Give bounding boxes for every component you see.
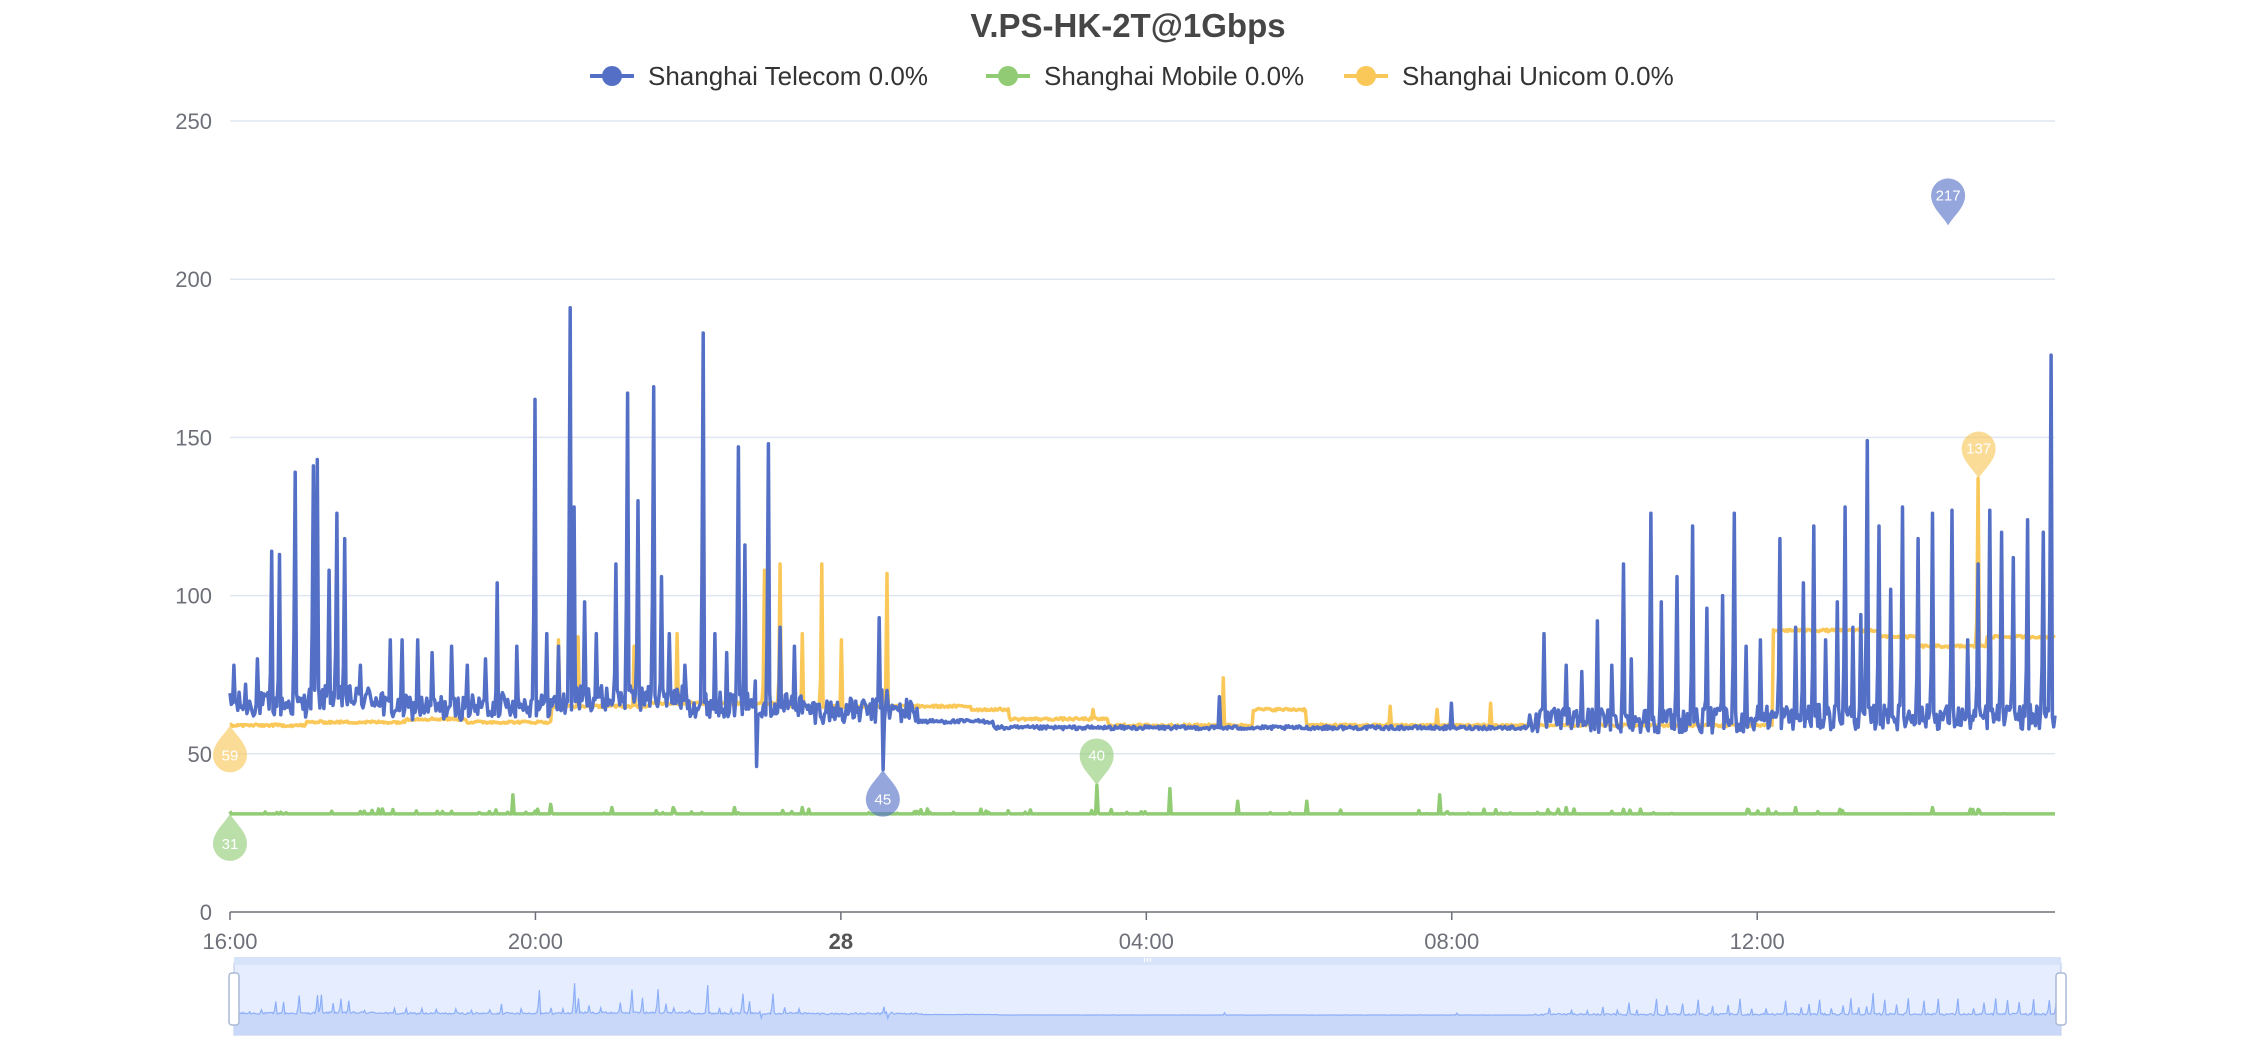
marker-label: 31: [222, 836, 239, 853]
marker-label: 40: [1088, 747, 1105, 764]
marker-label: 217: [1936, 187, 1961, 204]
legend-label: Shanghai Mobile 0.0%: [1044, 61, 1304, 91]
marker-pin: [1931, 178, 1966, 226]
legend-symbol: [998, 66, 1018, 86]
marker-max-137: 137: [1961, 431, 1996, 479]
legend-item-shanghai-telecom[interactable]: Shanghai Telecom 0.0%: [590, 61, 928, 91]
marker-label: 59: [222, 747, 239, 764]
x-tick-label-28: 28: [829, 929, 853, 954]
zoom-preview-area: [234, 983, 2061, 1035]
marker-min-59: 59: [213, 725, 247, 773]
marker-pin: [213, 813, 247, 861]
marker-min-31: 31: [213, 813, 247, 861]
legend[interactable]: Shanghai Telecom 0.0% Shanghai Mobile 0.0…: [590, 61, 1674, 91]
zoom-handle-end[interactable]: [2055, 972, 2067, 1026]
legend-symbol: [602, 66, 622, 86]
x-tick-label-16:00: 16:00: [202, 929, 257, 954]
series-layer: [228, 305, 2057, 816]
legend-label: Shanghai Unicom 0.0%: [1402, 61, 1674, 91]
marker-max-217: 217: [1931, 178, 1966, 226]
marker-pin: [1079, 738, 1114, 786]
zoom-selected-range[interactable]: [234, 963, 2061, 1035]
marker-label: 45: [875, 792, 892, 809]
marker-pin: [213, 725, 247, 773]
y-axis: 0 50 100 150 200 250: [175, 109, 212, 925]
legend-label: Shanghai Telecom 0.0%: [648, 61, 928, 91]
y-tick-label-50: 50: [188, 742, 212, 767]
y-tick-label-200: 200: [175, 267, 212, 292]
y-tick-label-100: 100: [175, 584, 212, 609]
marker-pin: [865, 769, 900, 817]
zoom-preview-line: [233, 983, 2062, 1021]
series-line-shanghai-mobile: [228, 783, 2056, 816]
marker-min-45: 45: [865, 769, 900, 817]
chart-title: V.PS-HK-2T@1Gbps: [970, 7, 1285, 44]
legend-item-shanghai-unicom[interactable]: Shanghai Unicom 0.0%: [1344, 61, 1674, 91]
x-tick-label-12:00: 12:00: [1730, 929, 1785, 954]
marker-max-40: 40: [1079, 738, 1114, 786]
marker-label: 137: [1966, 441, 1991, 458]
legend-symbol: [1356, 66, 1376, 86]
y-tick-label-150: 150: [175, 425, 212, 450]
legend-item-shanghai-mobile[interactable]: Shanghai Mobile 0.0%: [986, 61, 1304, 91]
y-tick-label-250: 250: [175, 109, 212, 134]
x-tick-label-04:00: 04:00: [1119, 929, 1174, 954]
markers-layer: 217 45 40 31 137 59: [213, 178, 1996, 861]
marker-pin: [1961, 431, 1996, 479]
zoom-handle-start[interactable]: [228, 972, 240, 1026]
x-tick-label-08:00: 08:00: [1424, 929, 1479, 954]
x-axis: 16:00 20:00 28 04:00 08:00 12:00: [202, 911, 2055, 954]
series-line-shanghai-telecom: [228, 305, 2057, 772]
y-tick-label-0: 0: [200, 900, 212, 925]
data-zoom-slider[interactable]: [228, 957, 2067, 1036]
x-tick-label-20:00: 20:00: [508, 929, 563, 954]
